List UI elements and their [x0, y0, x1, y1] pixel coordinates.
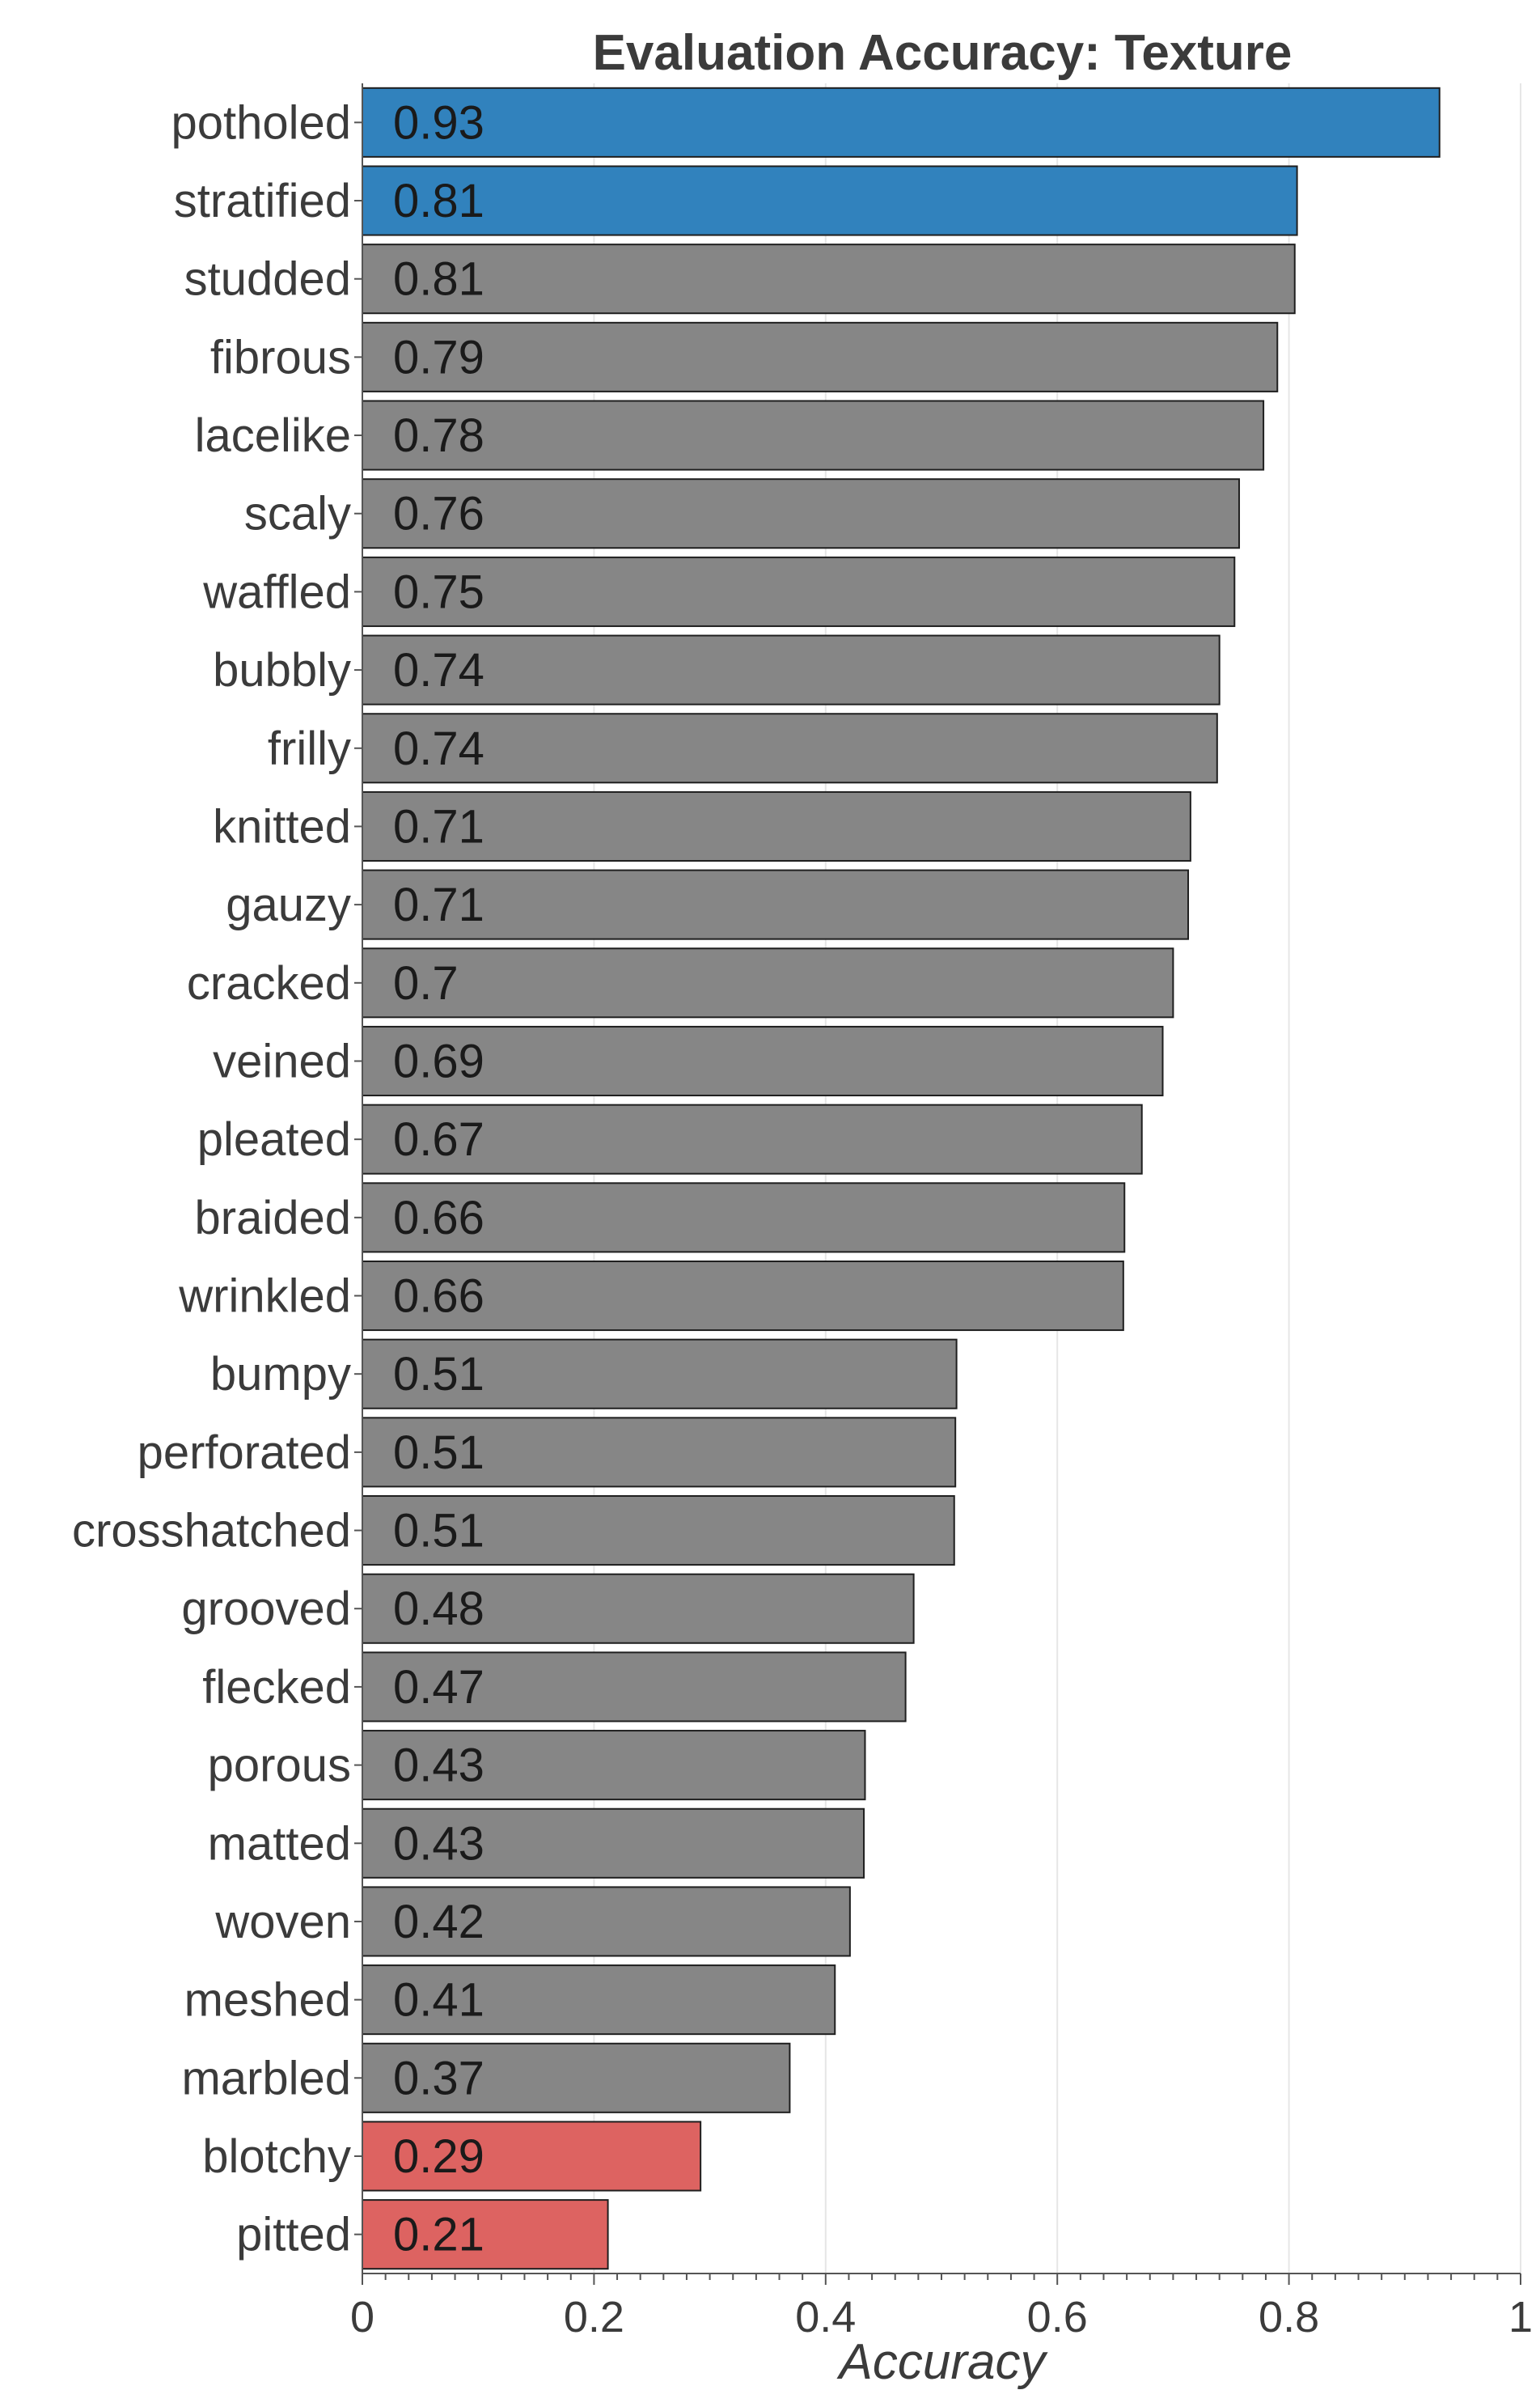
category-label-knitted: knitted: [213, 800, 351, 853]
value-label-fibrous: 0.79: [393, 331, 484, 384]
bar-stratified: [362, 165, 1298, 236]
x-axis: 0 0.2 0.4 0.6 0.8 1: [350, 83, 1533, 2341]
bar-matted: [362, 1807, 865, 1879]
category-label-frilly: frilly: [268, 723, 351, 775]
bar-perforated: [362, 1417, 957, 1488]
value-label-cracked: 0.7: [393, 957, 459, 1010]
category-label-marbled: marbled: [181, 2052, 351, 2104]
bar-studded: [362, 244, 1296, 315]
x-tick-label-2: 0.4: [795, 2293, 856, 2341]
value-label-studded: 0.81: [393, 253, 484, 306]
bar-porous: [362, 1730, 866, 1801]
bar-crosshatched: [362, 1495, 955, 1566]
bar-blotchy: [362, 2121, 702, 2192]
category-label-meshed: meshed: [184, 1974, 351, 2027]
bar-wrinkled: [362, 1260, 1124, 1332]
x-tick-label-5: 1: [1508, 2293, 1533, 2341]
bar-bumpy: [362, 1338, 958, 1409]
bars: 0.93 0.81 0.81 0.79 0.78 0.76 0.75 0.74 0.74 0.71…: [362, 87, 1441, 2270]
category-label-potholed: potholed: [171, 96, 351, 149]
value-label-potholed: 0.93: [393, 96, 484, 149]
value-label-braided: 0.66: [393, 1192, 484, 1244]
value-label-veined: 0.69: [393, 1035, 484, 1087]
value-label-pitted: 0.21: [393, 2209, 484, 2261]
bar-lacelike: [362, 400, 1265, 471]
category-label-matted: matted: [208, 1817, 351, 1870]
category-label-perforated: perforated: [138, 1426, 351, 1479]
bar-braided: [362, 1182, 1126, 1253]
value-label-crosshatched: 0.51: [393, 1505, 484, 1557]
x-tick-label-4: 0.8: [1259, 2293, 1319, 2341]
value-label-meshed: 0.41: [393, 1974, 484, 2027]
category-label-blotchy: blotchy: [202, 2130, 351, 2183]
x-tick-label-3: 0.6: [1027, 2293, 1088, 2341]
category-label-studded: studded: [184, 253, 351, 306]
category-label-lacelike: lacelike: [195, 409, 351, 462]
value-label-scaly: 0.76: [393, 488, 484, 540]
category-label-woven: woven: [214, 1896, 351, 1948]
bar-pleated: [362, 1104, 1143, 1175]
bar-pitted: [362, 2199, 609, 2270]
value-label-stratified: 0.81: [393, 175, 484, 227]
bar-grooved: [362, 1573, 915, 1644]
value-label-perforated: 0.51: [393, 1426, 484, 1479]
x-axis-title: Accuracy: [836, 2334, 1049, 2390]
category-label-waffled: waffled: [202, 566, 351, 618]
category-label-gauzy: gauzy: [226, 879, 351, 931]
value-label-blotchy: 0.29: [393, 2130, 484, 2183]
value-label-flecked: 0.47: [393, 1661, 484, 1714]
value-label-porous: 0.43: [393, 1740, 484, 1792]
bar-marbled: [362, 2042, 791, 2113]
category-label-wrinkled: wrinkled: [178, 1270, 351, 1323]
bar-potholed: [362, 87, 1441, 158]
category-label-flecked: flecked: [202, 1661, 351, 1714]
bar-waffled: [362, 556, 1236, 627]
category-label-pleated: pleated: [197, 1113, 351, 1166]
bar-cracked: [362, 947, 1174, 1019]
category-label-stratified: stratified: [174, 175, 351, 227]
value-label-bumpy: 0.51: [393, 1348, 484, 1401]
bar-woven: [362, 1886, 851, 1957]
category-label-bumpy: bumpy: [210, 1348, 351, 1401]
category-label-veined: veined: [213, 1035, 351, 1087]
bar-meshed: [362, 1964, 836, 2036]
value-label-waffled: 0.75: [393, 566, 484, 618]
value-label-frilly: 0.74: [393, 723, 484, 775]
bar-knitted: [362, 790, 1191, 862]
value-label-grooved: 0.48: [393, 1583, 484, 1635]
x-tick-label-0: 0: [350, 2293, 374, 2341]
value-label-knitted: 0.71: [393, 800, 484, 853]
category-label-porous: porous: [208, 1740, 351, 1792]
category-label-scaly: scaly: [244, 488, 351, 540]
value-label-pleated: 0.67: [393, 1113, 484, 1166]
bar-veined: [362, 1025, 1164, 1097]
bar-frilly: [362, 713, 1218, 784]
value-label-lacelike: 0.78: [393, 409, 484, 462]
category-label-pitted: pitted: [236, 2209, 351, 2261]
category-label-crosshatched: crosshatched: [72, 1505, 351, 1557]
category-labels: potholed stratified studded fibrous lacelike…: [72, 96, 362, 2261]
category-label-fibrous: fibrous: [210, 331, 351, 384]
bar-scaly: [362, 478, 1241, 549]
value-label-woven: 0.42: [393, 1896, 484, 1948]
bar-gauzy: [362, 869, 1190, 940]
value-label-marbled: 0.37: [393, 2052, 484, 2104]
value-label-bubbly: 0.74: [393, 644, 484, 697]
category-label-cracked: cracked: [187, 957, 351, 1010]
value-label-wrinkled: 0.66: [393, 1270, 484, 1323]
bar-bubbly: [362, 634, 1221, 706]
category-label-braided: braided: [195, 1192, 351, 1244]
category-label-grooved: grooved: [181, 1583, 351, 1635]
value-label-matted: 0.43: [393, 1817, 484, 1870]
category-label-bubbly: bubbly: [213, 644, 351, 697]
chart-title: Evaluation Accuracy: Texture: [593, 25, 1292, 81]
value-label-gauzy: 0.71: [393, 879, 484, 931]
x-tick-label-1: 0.2: [564, 2293, 624, 2341]
bar-fibrous: [362, 321, 1279, 392]
bar-flecked: [362, 1651, 907, 1723]
